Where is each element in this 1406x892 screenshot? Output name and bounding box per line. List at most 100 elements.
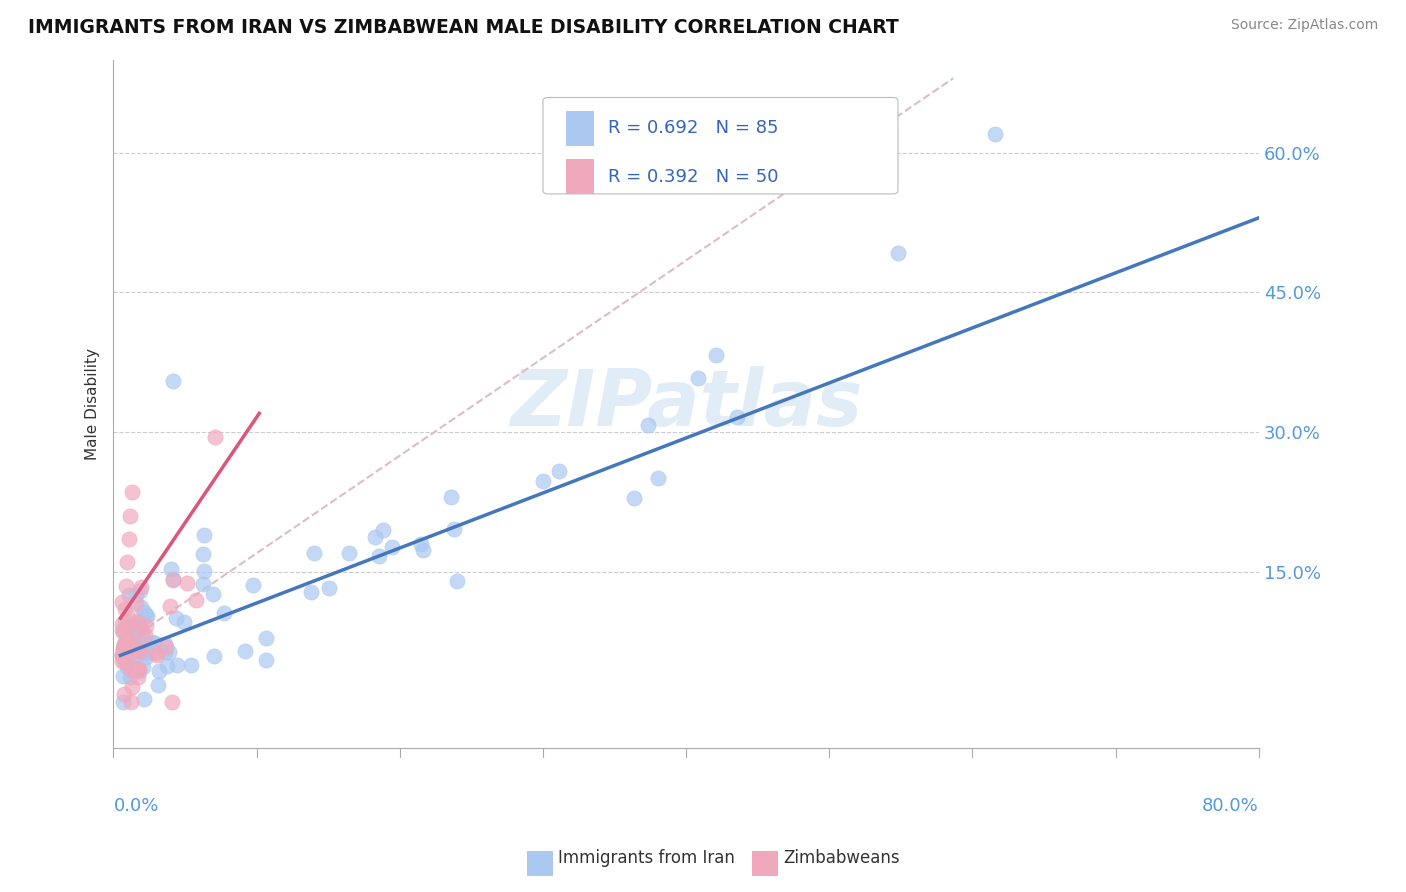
Point — [121, 633, 143, 648]
Text: 80.0%: 80.0% — [1202, 797, 1258, 814]
Point — [129, 644, 152, 658]
Point — [117, 610, 139, 624]
Point — [122, 661, 145, 675]
Point — [121, 645, 143, 659]
Point — [139, 646, 162, 660]
Point — [156, 659, 179, 673]
Point — [120, 663, 142, 677]
Point — [141, 635, 163, 649]
Point — [118, 669, 141, 683]
Point — [112, 654, 135, 668]
Point — [623, 491, 645, 506]
Point — [193, 528, 215, 542]
Point — [120, 642, 142, 657]
Point — [725, 410, 748, 425]
Point — [134, 605, 156, 619]
Point — [204, 429, 226, 443]
Point — [128, 662, 150, 676]
Point — [117, 635, 139, 649]
Point — [125, 624, 148, 638]
Point — [887, 245, 910, 260]
Point — [124, 621, 146, 635]
Point — [148, 664, 170, 678]
Point — [121, 654, 143, 668]
Point — [162, 374, 184, 388]
Text: R = 0.692   N = 85: R = 0.692 N = 85 — [609, 120, 779, 137]
Point — [117, 660, 139, 674]
Point — [111, 641, 134, 656]
Point — [111, 623, 134, 637]
Point — [704, 348, 727, 362]
Point — [160, 695, 183, 709]
Point — [440, 490, 463, 504]
Point — [111, 654, 134, 668]
Point — [111, 595, 134, 609]
Point — [125, 614, 148, 628]
Point — [112, 637, 135, 651]
Point — [233, 644, 256, 658]
Point — [411, 537, 433, 551]
Point — [125, 596, 148, 610]
Point — [193, 564, 215, 578]
Point — [254, 632, 277, 646]
Text: Zimbabweans: Zimbabweans — [783, 849, 900, 867]
Point — [367, 549, 389, 564]
Point — [125, 588, 148, 602]
Point — [131, 638, 153, 652]
Point — [533, 475, 555, 489]
FancyBboxPatch shape — [543, 97, 898, 194]
Point — [111, 647, 134, 661]
Point — [120, 695, 142, 709]
Point — [202, 587, 225, 601]
Point — [112, 687, 135, 701]
Point — [120, 508, 142, 523]
Point — [153, 637, 176, 651]
Point — [125, 634, 148, 648]
Point — [117, 631, 139, 645]
Point — [157, 645, 180, 659]
Point — [984, 127, 1007, 141]
Point — [146, 678, 169, 692]
Point — [371, 524, 394, 538]
Point — [214, 606, 236, 620]
Point — [127, 670, 149, 684]
Point — [134, 628, 156, 642]
Point — [131, 624, 153, 639]
Point — [162, 573, 184, 587]
Y-axis label: Male Disability: Male Disability — [86, 348, 100, 460]
Point — [173, 615, 195, 629]
Point — [127, 663, 149, 677]
Point — [165, 610, 187, 624]
FancyBboxPatch shape — [565, 112, 595, 145]
Point — [135, 619, 157, 633]
Point — [118, 588, 141, 602]
Point — [112, 643, 135, 657]
Point — [114, 602, 136, 616]
Point — [412, 542, 434, 557]
Point — [134, 645, 156, 659]
Point — [143, 636, 166, 650]
Point — [647, 471, 669, 485]
Point — [115, 634, 138, 648]
Point — [176, 575, 198, 590]
Text: Source: ZipAtlas.com: Source: ZipAtlas.com — [1230, 18, 1378, 32]
Point — [202, 649, 225, 664]
Point — [132, 660, 155, 674]
Point — [120, 619, 142, 633]
Point — [111, 669, 134, 683]
Point — [160, 562, 183, 576]
Text: IMMIGRANTS FROM IRAN VS ZIMBABWEAN MALE DISABILITY CORRELATION CHART: IMMIGRANTS FROM IRAN VS ZIMBABWEAN MALE … — [28, 18, 898, 37]
Point — [111, 648, 134, 663]
Text: R = 0.392   N = 50: R = 0.392 N = 50 — [609, 168, 779, 186]
Point — [114, 614, 136, 628]
Point — [446, 574, 468, 589]
Point — [129, 583, 152, 598]
Point — [112, 625, 135, 640]
Point — [180, 657, 202, 672]
Point — [686, 370, 709, 384]
Point — [115, 618, 138, 632]
Point — [128, 643, 150, 657]
Point — [548, 464, 571, 478]
Point — [166, 658, 188, 673]
Point — [112, 638, 135, 652]
